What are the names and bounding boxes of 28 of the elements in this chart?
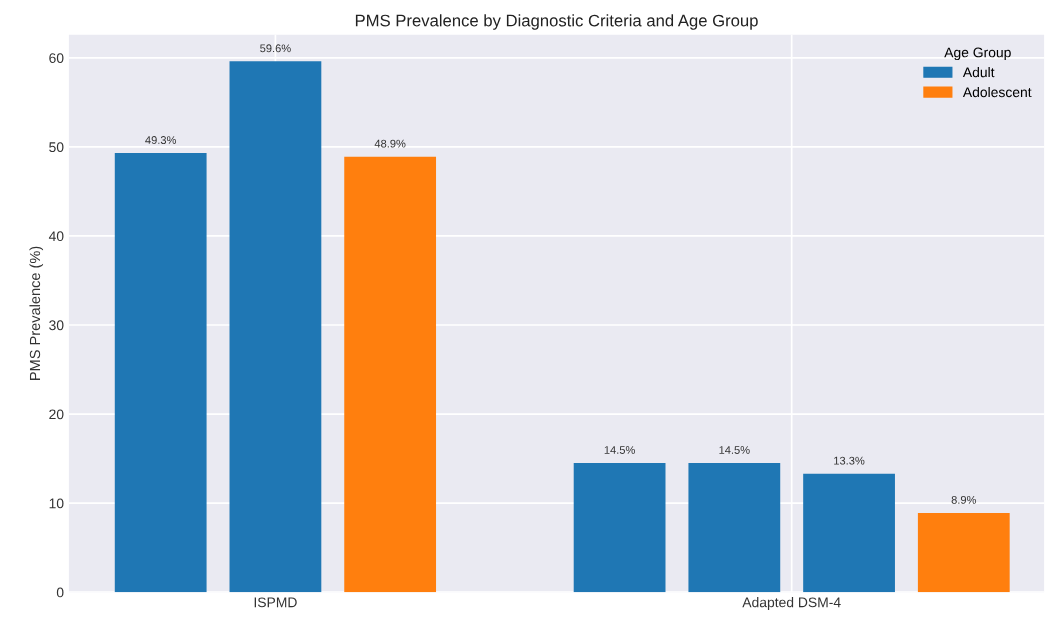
bar <box>688 463 781 593</box>
legend-label: Adult <box>962 67 995 78</box>
data-label: 14.5% <box>604 446 635 454</box>
y-tick-label: 10 <box>49 498 64 509</box>
y-tick-label: 0 <box>56 587 64 598</box>
data-label: 49.3% <box>145 136 177 144</box>
data-label: 8.9% <box>951 495 977 504</box>
x-tick-label: Adapted DSM-4 <box>742 597 841 611</box>
data-label: 14.5% <box>719 446 750 454</box>
y-tick-label: 20 <box>49 409 64 420</box>
x-tick-label: ISPMD <box>254 597 297 608</box>
y-tick-label: 60 <box>49 53 64 63</box>
chart-title: PMS Prevalence by Diagnostic Criteria and Age Group <box>355 14 758 30</box>
y-tick-label: 40 <box>48 231 64 242</box>
data-label: 59.6% <box>260 44 291 53</box>
legend-label: Adolescent <box>962 86 1032 98</box>
bar <box>573 463 666 593</box>
data-label: 13.3% <box>834 456 865 465</box>
bar <box>229 61 322 593</box>
legend-title: Age Group <box>944 47 1011 61</box>
bar <box>114 153 207 593</box>
y-tick-label: 50 <box>49 142 64 153</box>
bar <box>917 512 1010 593</box>
y-axis-title: PMS Prevalence (%) <box>29 246 44 380</box>
data-label: 48.9% <box>374 139 406 148</box>
y-tick-label: 30 <box>49 320 64 331</box>
bar <box>344 156 437 593</box>
bar <box>803 473 895 593</box>
